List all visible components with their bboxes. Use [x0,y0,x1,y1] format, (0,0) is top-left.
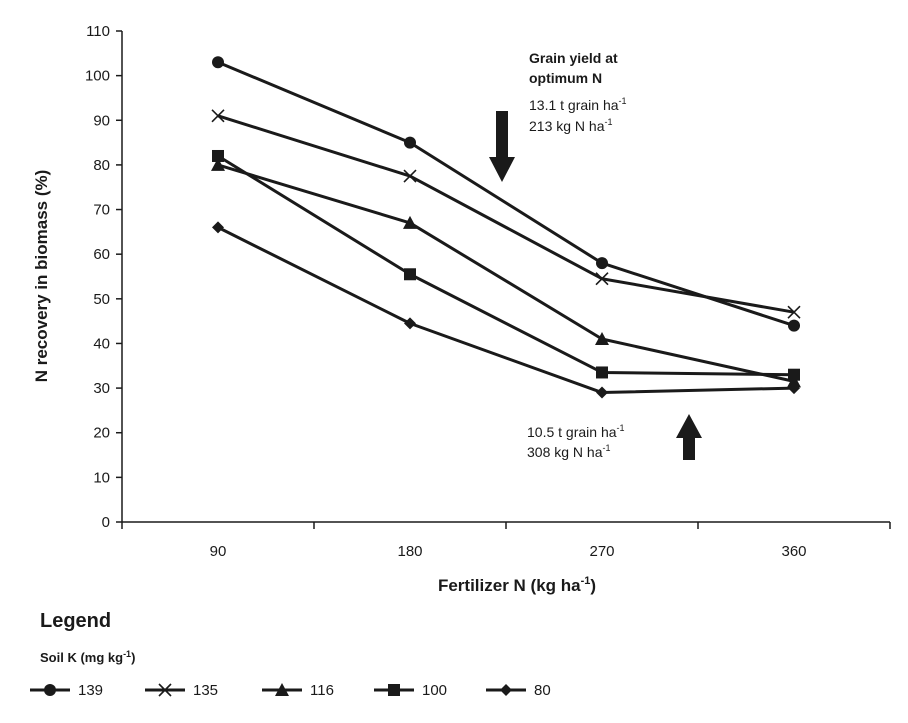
annotation-top-line1-sup: -1 [619,96,627,106]
annotation-heading-line1: Grain yield at [529,50,618,66]
legend-item-135: 135 [145,682,218,699]
annotation-bottom-line2: 308 kg N ha-1 [527,443,611,460]
legend-circle-marker [44,684,56,696]
x-tick-label: 180 [397,543,422,560]
data-point-square-marker [788,368,800,381]
series-line [217,226,795,395]
data-point-triangle-marker [211,157,225,171]
legend-subtitle-sup: -1 [123,649,131,659]
data-point-x-marker [211,109,225,123]
x-ticks: 90 180 270 360 [121,522,891,560]
annotation-optimum: Grain yield at optimum N 13.1 t grain ha… [489,50,627,182]
series-line [217,163,795,383]
annotation-heading-line2: optimum N [529,70,602,86]
data-point-diamond-marker [596,386,608,399]
axes [121,31,890,523]
legend-square-marker [388,684,400,696]
legend-item-139: 139 [30,682,103,699]
x-marker-stroke [211,109,225,123]
data-point-x-marker [595,272,609,286]
data-point-x-marker [403,169,417,183]
x-axis-title: Fertilizer N (kg ha-1) [438,575,596,595]
y-tick-label: 20 [93,425,110,442]
data-point-triangle-marker [403,215,417,229]
x-marker-stroke [787,305,801,319]
data-point-circle-marker [212,56,224,69]
y-tick-label: 90 [93,112,110,129]
data-point-square-marker [596,366,608,379]
series-135 [211,109,801,319]
legend-x-marker [158,683,172,697]
legend-label: 116 [310,682,334,699]
x-axis-title-sup: -1 [581,575,591,587]
x-marker-stroke [158,683,172,697]
series-layer [211,56,801,399]
y-tick-label: 80 [93,157,110,174]
annotation-bottom-line1: 10.5 t grain ha-1 [527,423,625,440]
annotation-top-line2: 213 kg N ha-1 [529,117,613,134]
data-point-circle-marker [788,319,800,332]
y-tick-label: 100 [85,68,110,85]
x-tick-label: 270 [589,543,614,560]
series-100 [212,149,800,381]
series-80 [212,221,800,399]
x-marker-stroke [595,272,609,286]
legend-item-116: 116 [262,682,334,699]
annotation-bottom-line2-sup: -1 [603,443,611,453]
legend: Legend Soil K (mg kg-1) 139 135 116 100 80 [30,610,551,699]
y-axis-title: N recovery in biomass (%) [32,170,51,383]
arrow-down-icon [489,111,515,182]
data-point-diamond-marker [788,382,800,395]
y-ticks: 0 10 20 30 40 50 60 70 80 90 100 110 [85,23,122,531]
series-line [217,114,795,314]
y-tick-label: 10 [93,469,110,486]
data-point-triangle-marker [787,374,801,388]
annotation-top-line1: 13.1 t grain ha-1 [529,96,627,113]
data-point-x-marker [787,305,801,319]
y-tick-label: 40 [93,335,110,352]
x-axis-title-tail: ) [590,576,596,595]
data-point-square-marker [404,268,416,281]
y-tick-label: 110 [86,23,110,40]
y-tick-label: 30 [93,380,110,397]
legend-item-80: 80 [486,682,551,699]
x-tick-label: 360 [781,543,806,560]
legend-item-100: 100 [374,682,447,699]
data-point-diamond-marker [404,317,416,330]
y-tick-label: 60 [93,246,110,263]
y-tick-label: 50 [93,291,110,308]
annotation-lower-yield: 10.5 t grain ha-1 308 kg N ha-1 [527,414,702,460]
legend-items: 139 135 116 100 80 [30,682,551,699]
legend-label: 100 [422,682,447,699]
legend-label: 139 [78,682,103,699]
legend-title: Legend [40,610,111,632]
y-tick-label: 70 [93,202,110,219]
annotation-top-line2-sup: -1 [605,117,613,127]
x-marker-stroke [403,169,417,183]
data-point-diamond-marker [212,221,224,234]
x-axis-title-main: Fertilizer N (kg ha [438,576,581,595]
series-line [217,154,795,377]
series-line [217,60,795,328]
annotation-bottom-line1-sup: -1 [617,423,625,433]
legend-diamond-marker [500,684,512,696]
legend-subtitle: Soil K (mg kg-1) [40,649,135,665]
data-point-square-marker [212,149,224,162]
x-tick-label: 90 [210,543,227,560]
series-116 [211,157,801,388]
y-tick-label: 0 [102,514,110,531]
series-139 [212,56,800,332]
data-point-circle-marker [596,257,608,270]
data-point-triangle-marker [595,331,609,345]
arrow-up-icon [676,414,702,460]
legend-subtitle-tail: ) [131,650,135,665]
legend-label: 135 [193,682,218,699]
data-point-circle-marker [404,136,416,149]
legend-triangle-marker [275,683,289,696]
legend-label: 80 [534,682,551,699]
